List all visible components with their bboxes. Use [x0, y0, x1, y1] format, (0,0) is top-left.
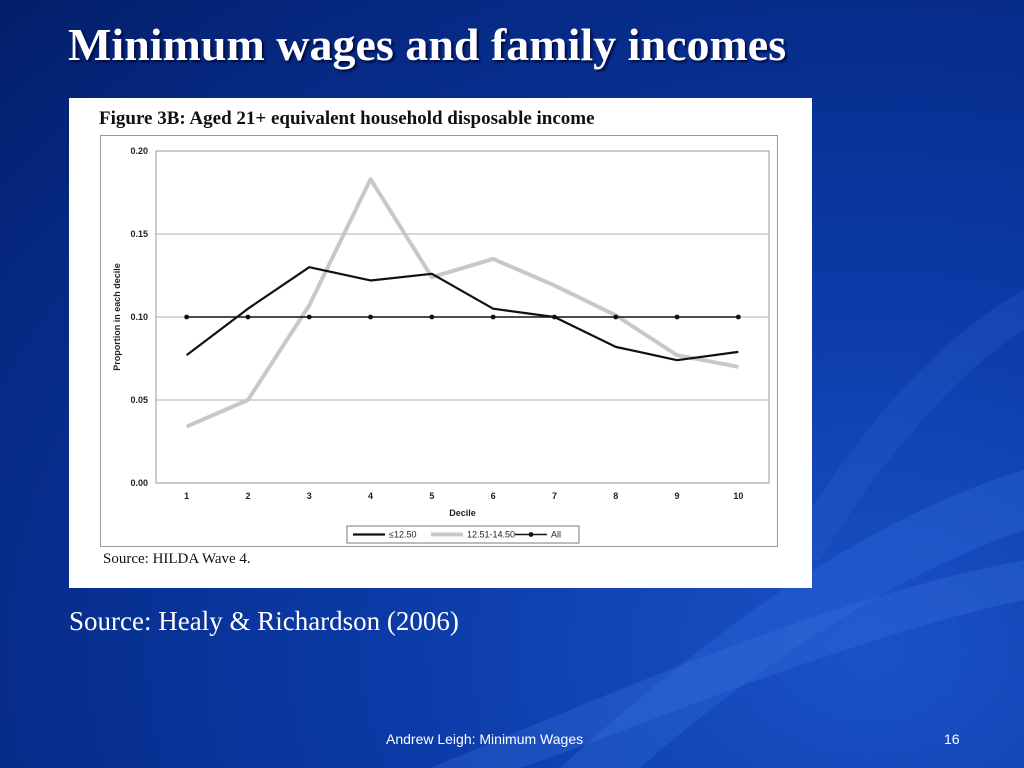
- x-tick-label: 5: [429, 491, 434, 501]
- x-tick-label: 3: [307, 491, 312, 501]
- series-all-point: [674, 314, 680, 320]
- legend-label: 12.51-14.50: [467, 530, 515, 540]
- x-tick-label: 6: [491, 491, 496, 501]
- figure-panel: Figure 3B: Aged 21+ equivalent household…: [69, 98, 812, 588]
- y-tick-label: 0.05: [130, 395, 148, 405]
- figure-source: Source: HILDA Wave 4.: [103, 551, 251, 567]
- series-all-point: [490, 314, 496, 320]
- series-all-point: [613, 314, 619, 320]
- y-tick-label: 0.10: [130, 312, 148, 322]
- y-tick-label: 0.15: [130, 229, 148, 239]
- figure-title: Figure 3B: Aged 21+ equivalent household…: [99, 108, 595, 129]
- x-tick-label: 8: [613, 491, 618, 501]
- legend-marker: [528, 532, 534, 537]
- series-all-point: [245, 314, 251, 320]
- legend-label: All: [551, 530, 561, 540]
- series-line-1: [185, 266, 739, 362]
- x-tick-label: 7: [552, 491, 557, 501]
- x-tick-label: 9: [675, 491, 680, 501]
- x-tick-label: 4: [368, 491, 373, 501]
- series-all-point: [552, 314, 557, 320]
- x-tick-label: 2: [245, 491, 250, 501]
- y-tick-label: 0.20: [130, 146, 148, 156]
- series-line-2: [185, 177, 739, 429]
- legend-label: ≤12.50: [389, 530, 416, 540]
- x-axis-label: Decile: [449, 508, 476, 518]
- slide-title: Minimum wages and family incomes: [68, 19, 787, 70]
- y-tick-label: 0.00: [130, 478, 148, 488]
- series-all-point: [735, 314, 741, 320]
- page-number: 16: [944, 731, 960, 747]
- x-tick-label: 10: [733, 491, 743, 501]
- series-all-point: [184, 314, 190, 320]
- slide-caption: Source: Healy & Richardson (2006): [69, 606, 459, 636]
- series-all-point: [368, 314, 373, 320]
- series-all-point: [306, 314, 312, 320]
- footer-text: Andrew Leigh: Minimum Wages: [386, 731, 584, 747]
- y-axis-label: Proportion in each decile: [112, 263, 122, 371]
- x-tick-label: 1: [184, 491, 189, 501]
- line-chart: 0.00 0.05 0.10 0.15 0.20 1 2 3 4 5 6 7 8 9 10 Decile Pro…: [112, 146, 770, 544]
- series-all-point: [429, 314, 435, 320]
- figure-frame: [100, 135, 778, 547]
